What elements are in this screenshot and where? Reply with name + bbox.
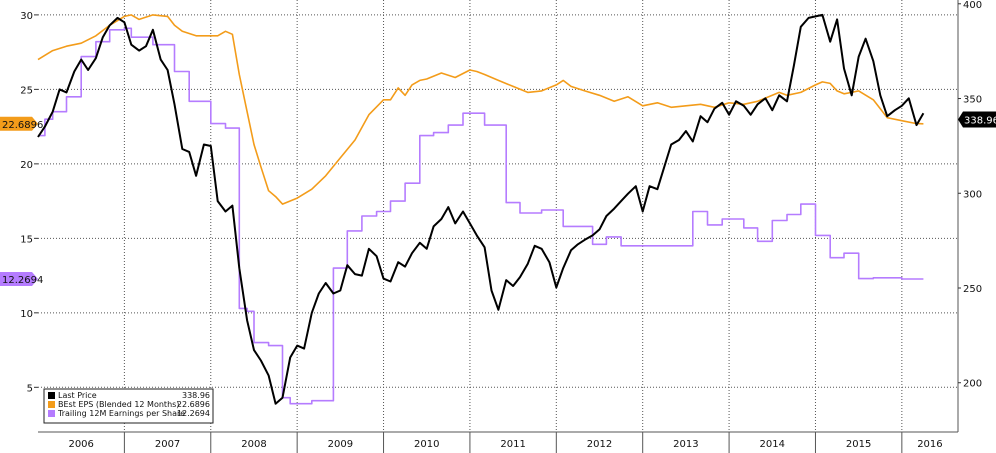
axes [38,0,959,433]
y-axis-right: 200 250 300 350 400 [958,0,982,390]
callout-tag-right [958,111,996,128]
legend-series-name: Trailing 12M Earnings per Share [57,409,185,418]
legend-series-value: 338.96 [182,391,210,400]
y-axis-left: 5 10 15 20 25 30 [20,11,38,394]
y-left-tick-label: 25 [20,85,33,96]
y-left-tick-label: 10 [20,309,33,320]
y-left-tick-label: 15 [20,234,33,245]
series-line-last_price [37,13,925,405]
y-right-tick-label: 250 [963,284,982,295]
y-left-tick-label: 30 [20,11,33,22]
x-tick-label: 2012 [587,439,612,450]
legend-box [43,388,214,424]
y-left-tick-label: 20 [20,160,33,171]
callout-tag-left [0,116,38,131]
legend-swatch [48,410,55,417]
callout-value-left: 22.6896 [2,120,43,131]
x-tick-label: 2013 [673,439,698,450]
x-tick-label: 2008 [241,439,266,450]
callout-value-left: 12.2694 [2,275,43,286]
series-line-best_eps [37,14,924,205]
callout-tag-left [0,272,38,287]
x-tick-label: 2014 [760,439,785,450]
gridlines [38,0,958,432]
legend-series-value: 22.6896 [177,400,210,409]
y-right-tick-label: 350 [963,95,982,106]
x-tick-label: 2009 [328,439,353,450]
legend-series-name: Last Price [58,391,97,400]
x-axis: 2006 2007 2008 2009 2010 2011 2012 2013 2014 2015… [68,432,943,453]
x-tick-label: 2016 [917,439,942,450]
value-callouts: 22.6896 12.2694 338.96 [0,111,996,287]
y-left-tick-label: 5 [27,383,33,394]
x-tick-label: 2011 [500,439,525,450]
series-line-trailing [38,27,924,405]
legend-swatch [48,392,55,399]
legend-series-name: BEst EPS (Blended 12 Months) [58,400,179,409]
x-tick-label: 2015 [846,439,871,450]
x-tick-label: 2010 [414,439,439,450]
callout-value-right: 338.96 [964,115,996,126]
x-tick-label: 2006 [68,439,93,450]
y-right-tick-label: 200 [963,379,982,390]
y-right-tick-label: 300 [963,189,982,200]
x-tick-label: 2007 [155,439,180,450]
y-right-tick-label: 400 [963,0,982,11]
legend-swatch [48,401,55,408]
legend-series-value: 12.2694 [177,409,210,418]
series-lines [37,13,925,405]
